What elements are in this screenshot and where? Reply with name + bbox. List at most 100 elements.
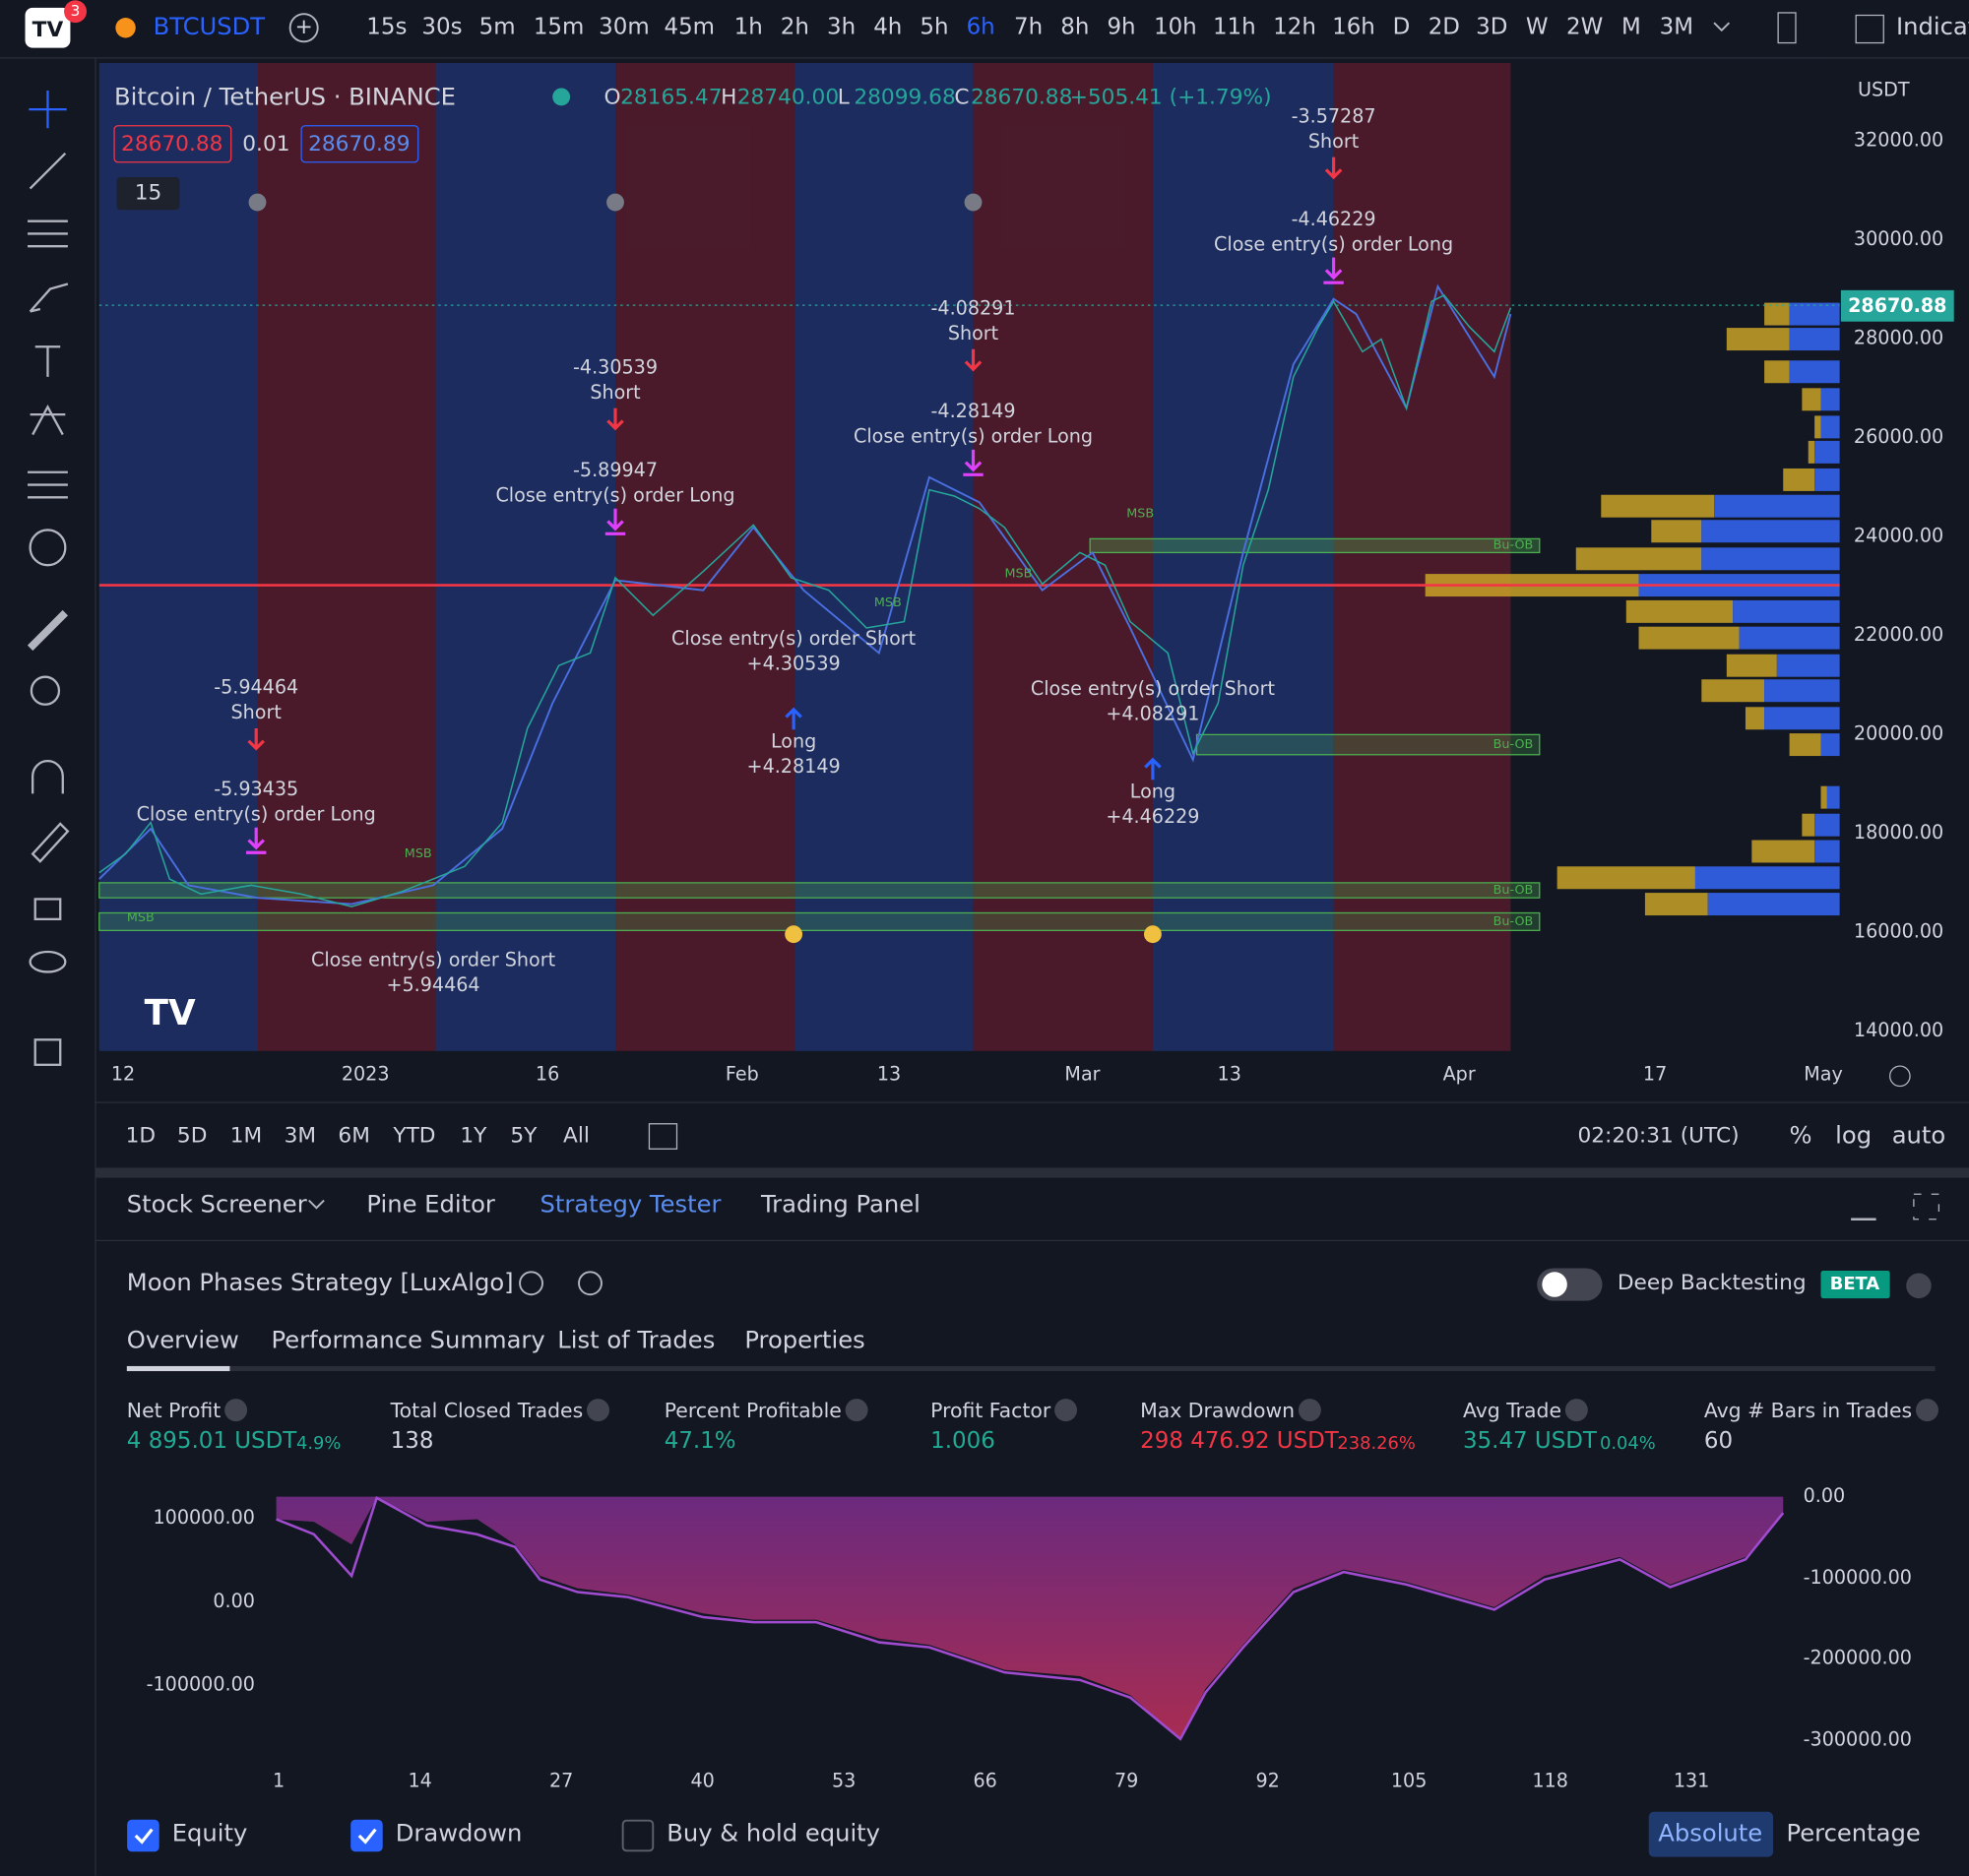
ob-label: Bu-OB xyxy=(1493,914,1534,929)
fib-tool[interactable] xyxy=(28,219,68,248)
interval[interactable]: 2h xyxy=(781,15,809,40)
panel-tab[interactable]: Trading Panel xyxy=(760,1191,921,1219)
help-button[interactable] xyxy=(1906,1273,1932,1299)
long-arrow xyxy=(1144,757,1162,781)
range-button[interactable]: 5Y xyxy=(510,1124,538,1149)
buy-box[interactable] xyxy=(300,125,419,163)
interval[interactable]: D xyxy=(1393,15,1411,40)
metric-sub: 4.9% xyxy=(296,1433,341,1454)
scale-option[interactable]: % xyxy=(1790,1122,1812,1150)
compare-button[interactable] xyxy=(288,13,319,43)
sell-box[interactable] xyxy=(113,125,232,163)
range-button[interactable]: All xyxy=(563,1124,590,1149)
interval[interactable]: 4h xyxy=(873,15,902,40)
panel-tab[interactable]: Strategy Tester xyxy=(540,1191,721,1219)
range-button[interactable]: 3M xyxy=(285,1124,316,1149)
range-button[interactable]: 1Y xyxy=(460,1124,487,1149)
close-arrow xyxy=(246,827,267,854)
phase-band xyxy=(794,62,974,1051)
screener-dropdown[interactable] xyxy=(308,1199,325,1210)
spread: 0.01 xyxy=(242,132,289,156)
range-button[interactable]: 1M xyxy=(230,1124,263,1149)
strategy-subtab[interactable]: Properties xyxy=(744,1326,864,1353)
legend-checkbox[interactable] xyxy=(350,1819,383,1852)
mode-button[interactable]: Absolute xyxy=(1658,1820,1762,1847)
interval[interactable]: 5h xyxy=(920,15,948,40)
hide-tool[interactable] xyxy=(29,950,67,973)
brush-tool[interactable] xyxy=(29,282,69,313)
interval[interactable]: 9h xyxy=(1107,15,1135,40)
clock: 02:20:31 (UTC) xyxy=(1577,1124,1739,1149)
interval[interactable]: 12h xyxy=(1273,15,1316,40)
interval[interactable]: 1h xyxy=(734,15,763,40)
info-icon xyxy=(1916,1399,1938,1422)
strategy-subtab[interactable]: Performance Summary xyxy=(272,1326,545,1353)
settings-button[interactable] xyxy=(1889,1065,1911,1088)
interval[interactable]: 45m xyxy=(664,15,715,40)
profile-bar xyxy=(1814,840,1840,863)
time-tick: 13 xyxy=(1218,1063,1241,1086)
forecast-tool[interactable] xyxy=(28,470,68,499)
interval[interactable]: 3M xyxy=(1660,15,1693,40)
magnet-tool[interactable] xyxy=(32,760,64,794)
interval[interactable]: 11h xyxy=(1213,15,1256,40)
text-tool[interactable] xyxy=(34,345,61,377)
time-tick: 17 xyxy=(1643,1063,1667,1086)
collapse-button[interactable] xyxy=(116,177,180,211)
annotation-text: Short xyxy=(948,322,999,344)
interval[interactable]: 7h xyxy=(1014,15,1043,40)
range-button[interactable]: 5D xyxy=(177,1124,207,1149)
indicators-button[interactable]: Indicat xyxy=(1896,13,1969,40)
range-button[interactable]: 6M xyxy=(338,1124,370,1149)
goto-date[interactable] xyxy=(648,1123,678,1150)
interval[interactable]: W xyxy=(1526,15,1549,40)
interval[interactable]: 6h xyxy=(967,15,995,40)
interval[interactable]: 2W xyxy=(1566,15,1603,40)
stay-drawing-tool[interactable] xyxy=(31,822,70,863)
scale-option[interactable]: auto xyxy=(1892,1122,1946,1150)
interval[interactable]: 8h xyxy=(1060,15,1089,40)
range-button[interactable]: YTD xyxy=(392,1124,435,1149)
pattern-tool[interactable] xyxy=(30,405,66,436)
interval[interactable]: 16h xyxy=(1332,15,1375,40)
panel-tab[interactable]: Stock Screener xyxy=(127,1191,307,1219)
panel-tab[interactable]: Pine Editor xyxy=(366,1191,494,1219)
logo-mark: TV xyxy=(32,18,64,42)
range-button[interactable]: 1D xyxy=(126,1124,156,1149)
currency[interactable]: USDT xyxy=(1858,79,1910,101)
scale-option[interactable]: log xyxy=(1835,1122,1872,1150)
mode-button[interactable]: Percentage xyxy=(1787,1820,1921,1847)
crosshair-tool[interactable] xyxy=(29,91,67,129)
symbol[interactable]: BTCUSDT xyxy=(154,13,266,40)
chart-type-button[interactable] xyxy=(1777,12,1797,44)
interval-dropdown[interactable] xyxy=(1713,22,1731,32)
interval[interactable]: M xyxy=(1621,15,1641,40)
interval[interactable]: 15m xyxy=(534,15,585,40)
interval[interactable]: 30s xyxy=(421,15,462,40)
line-tool[interactable] xyxy=(29,152,67,190)
profile-bar xyxy=(1814,440,1840,464)
delete-tool[interactable] xyxy=(33,1038,62,1066)
interval[interactable]: 3D xyxy=(1476,15,1507,40)
legend-checkbox[interactable] xyxy=(621,1819,655,1852)
strategy-settings[interactable] xyxy=(519,1271,543,1296)
interval[interactable]: 10h xyxy=(1154,15,1197,40)
interval[interactable]: 30m xyxy=(599,15,650,40)
profile-bar xyxy=(1820,388,1840,411)
zoom-tool[interactable] xyxy=(30,675,61,706)
interval[interactable]: 5m xyxy=(479,15,516,40)
legend-checkbox[interactable] xyxy=(127,1819,159,1852)
ruler-tool[interactable] xyxy=(27,609,69,652)
interval[interactable]: 3h xyxy=(827,15,856,40)
strategy-subtab[interactable]: Overview xyxy=(127,1326,239,1353)
icon-tool[interactable] xyxy=(29,529,67,567)
interval[interactable]: 15s xyxy=(366,15,407,40)
lock-tool[interactable] xyxy=(33,898,62,921)
interval[interactable]: 2D xyxy=(1429,15,1460,40)
strategy-subtab[interactable]: List of Trades xyxy=(557,1326,715,1353)
strategy-source[interactable] xyxy=(578,1271,603,1296)
logo[interactable] xyxy=(25,7,71,48)
price-series xyxy=(98,293,1512,907)
profile-bar xyxy=(1814,468,1840,491)
annotation-text: Close entry(s) order Long xyxy=(137,802,376,825)
